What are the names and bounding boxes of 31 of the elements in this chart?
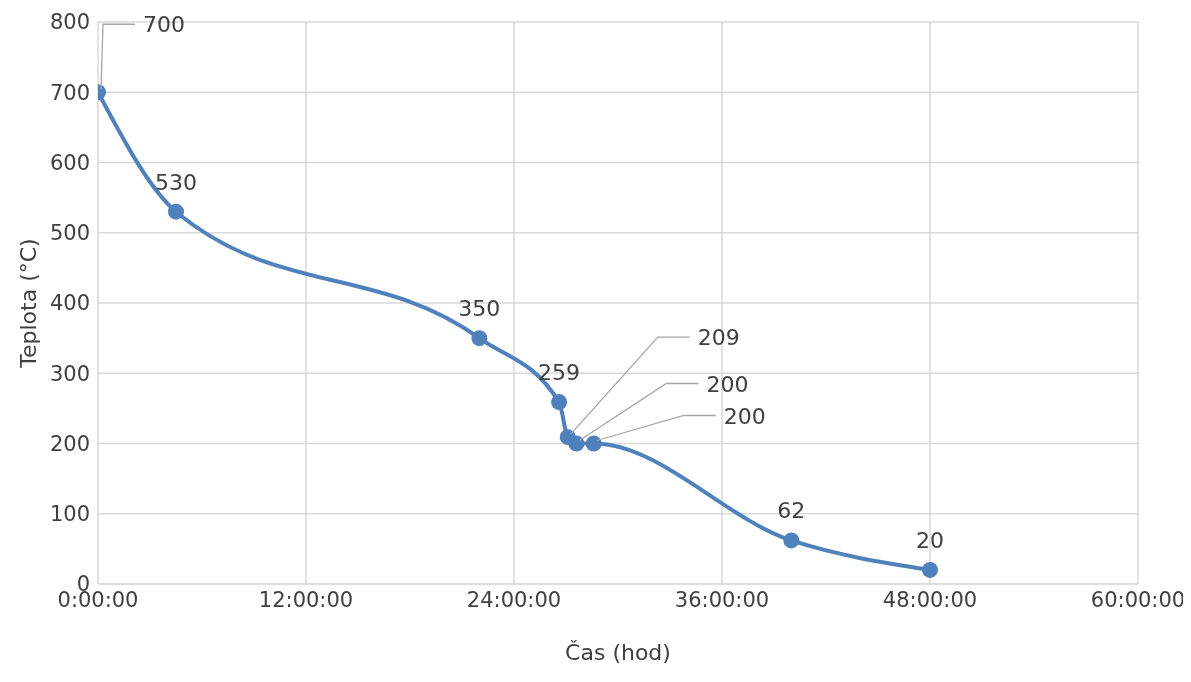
y-tick-label: 500 — [49, 221, 90, 246]
point — [922, 561, 938, 578]
annotation: 209 — [697, 325, 740, 351]
point — [568, 435, 585, 452]
annotation: 200 — [706, 371, 749, 397]
data-label: 259 — [538, 360, 581, 386]
point — [551, 394, 568, 411]
x-tick-label: 36:00:00 — [674, 587, 770, 612]
data-label: 700 — [143, 12, 185, 38]
data-label: 20 — [916, 527, 944, 553]
x-tick-label: 12:00:00 — [258, 587, 354, 612]
y-tick-label: 300 — [49, 361, 90, 386]
x-axis-title: Čas (hod) — [565, 639, 671, 665]
y-tick-label: 800 — [49, 10, 90, 35]
x-tick-label: 48:00:00 — [882, 587, 978, 612]
point — [471, 330, 488, 347]
annotation: 200 — [723, 403, 766, 429]
data-label: 350 — [458, 296, 501, 322]
x-tick-label: 24:00:00 — [466, 587, 562, 612]
point — [783, 532, 800, 549]
y-tick-label: 600 — [49, 150, 90, 175]
point — [585, 435, 602, 452]
point — [168, 203, 184, 220]
data-label: 62 — [777, 498, 806, 524]
y-tick-label: 100 — [49, 502, 90, 527]
y-tick-label: 200 — [49, 431, 90, 456]
y-tick-label: 700 — [49, 80, 90, 105]
y-axis-title: Teplota (°C) — [15, 238, 41, 369]
x-tick-label: 60:00:00 — [1090, 587, 1186, 612]
data-label: 530 — [155, 169, 197, 195]
y-tick-label: 400 — [49, 291, 90, 316]
